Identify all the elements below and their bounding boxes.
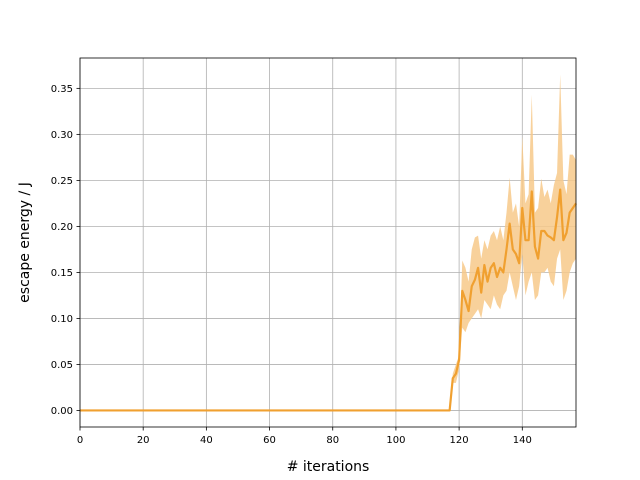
- confidence-band-layer: [80, 74, 576, 411]
- confidence-band: [80, 74, 576, 411]
- x-tick-label: 140: [513, 435, 532, 446]
- x-tick-label: 0: [77, 435, 83, 446]
- plot-frame: [79, 57, 577, 428]
- x-tick-label: 40: [200, 435, 213, 446]
- y-axis-label: escape energy / J: [17, 182, 33, 303]
- x-tick-label: 20: [137, 435, 150, 446]
- series-line-layer: [80, 188, 577, 412]
- y-tick-label: 0.05: [51, 360, 73, 371]
- x-tick-label: 80: [326, 435, 339, 446]
- y-tick-label: 0.35: [51, 84, 73, 95]
- y-tick-label: 0.10: [51, 314, 73, 325]
- x-tick-label: 120: [450, 435, 469, 446]
- x-tick-label: 60: [263, 435, 276, 446]
- series-line: [80, 188, 577, 412]
- x-tick-label: 100: [386, 435, 405, 446]
- y-tick-label: 0.20: [51, 222, 73, 233]
- y-axis-ticks: 0.00 0.05 0.10 0.15 0.20 0.25 0.30 0.35: [51, 84, 80, 417]
- y-tick-label: 0.15: [51, 268, 73, 279]
- y-tick-label: 0.30: [51, 130, 73, 141]
- x-axis-ticks: 0 20 40 60 80 100 120 140: [77, 427, 532, 446]
- x-axis-label: # iterations: [287, 459, 370, 475]
- y-tick-label: 0.00: [51, 406, 73, 417]
- y-tick-label: 0.25: [51, 176, 73, 187]
